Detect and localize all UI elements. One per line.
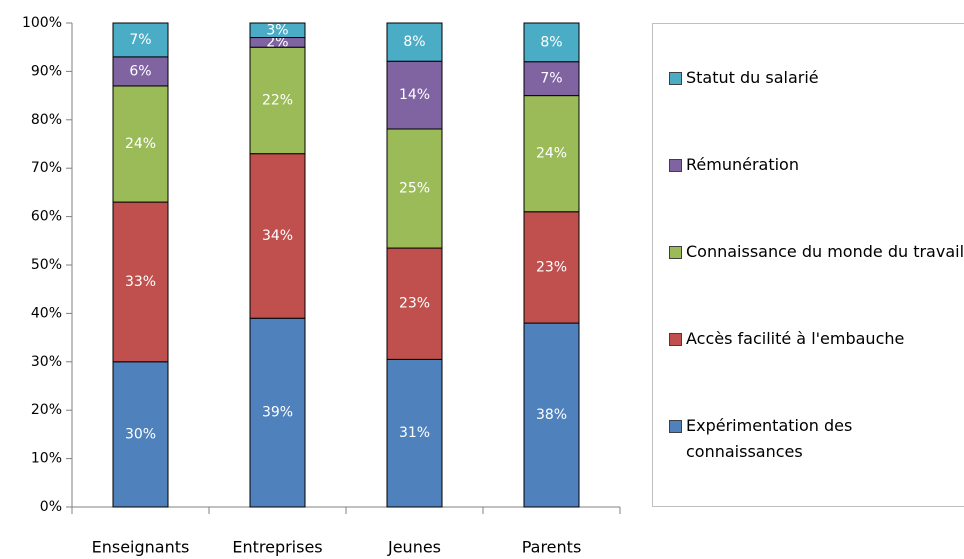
legend-swatch: [669, 71, 682, 85]
y-tick-label: 100%: [22, 15, 62, 31]
legend-item: Expérimentation des connaissances: [653, 413, 964, 465]
legend-swatch: [669, 158, 682, 172]
y-tick-label: 0%: [40, 499, 62, 515]
data-label: 24%: [536, 146, 567, 162]
bar-segment: [523, 211, 580, 324]
bar-segment: [386, 128, 443, 249]
bar-segment: [386, 22, 443, 62]
legend-item: Rémunération: [653, 152, 964, 178]
y-tick-label: 20%: [31, 402, 62, 418]
bar-segment: [112, 56, 169, 87]
x-tick-label: Entreprises: [232, 538, 322, 557]
y-tick-label: 30%: [31, 354, 62, 370]
bar-segment: [523, 95, 580, 213]
y-tick-label: 50%: [31, 257, 62, 273]
bar-segment: [249, 317, 306, 508]
legend-item: Connaissance du monde du travail: [653, 239, 964, 265]
bar-segment: [112, 22, 169, 58]
legend-label: Connaissance du monde du travail: [686, 241, 964, 261]
x-tick-label: Enseignants: [92, 538, 190, 557]
bar-segment: [249, 22, 306, 39]
x-tick-label: Parents: [522, 538, 582, 557]
legend-item: Accès facilité à l'embauche: [653, 326, 964, 352]
bar-segment: [386, 358, 443, 508]
data-label: 34%: [262, 228, 293, 244]
y-tick-label: 70%: [31, 160, 62, 176]
data-label: 23%: [399, 296, 430, 312]
data-label: 2%: [266, 34, 288, 50]
data-label: 33%: [125, 274, 156, 290]
bar-segment: [112, 85, 169, 203]
data-label: 7%: [540, 71, 562, 87]
data-label: 31%: [399, 425, 430, 441]
legend: Statut du salarié Rémunération Connaissanc…: [652, 23, 964, 507]
data-label: 24%: [125, 136, 156, 152]
y-tick-label: 10%: [31, 451, 62, 467]
bar-segment: [523, 61, 580, 97]
data-label: 30%: [125, 426, 156, 442]
bar-segment: [249, 153, 306, 319]
legend-label: Statut du salarié: [686, 67, 819, 87]
bar-segment: [249, 46, 306, 155]
data-label: 14%: [399, 87, 430, 103]
y-tick-label: 80%: [31, 112, 62, 128]
data-label: 6%: [129, 63, 151, 79]
bar-segment: [112, 201, 169, 363]
data-label: 8%: [540, 34, 562, 50]
legend-swatch: [669, 420, 682, 434]
legend-item: Statut du salarié: [653, 65, 964, 91]
legend-swatch: [669, 245, 682, 259]
y-tick-label: 40%: [31, 305, 62, 321]
legend-label: Accès facilité à l'embauche: [686, 329, 905, 349]
legend-label: Expérimentation des connaissances: [686, 416, 853, 462]
data-label: 38%: [536, 407, 567, 423]
x-tick-label: Jeunes: [387, 538, 441, 557]
bar-segment: [112, 361, 169, 508]
data-label: 7%: [129, 32, 151, 48]
legend-label: Rémunération: [686, 154, 799, 174]
data-label: 39%: [262, 405, 293, 421]
data-label: 23%: [536, 259, 567, 275]
data-label: 22%: [262, 92, 293, 108]
data-label: 25%: [399, 181, 430, 197]
bar-segment: [523, 322, 580, 508]
bar-segment: [386, 247, 443, 360]
data-label: 3%: [266, 22, 288, 38]
bar-segment: [523, 22, 580, 63]
data-label: 8%: [403, 34, 425, 50]
legend-swatch: [669, 333, 682, 347]
y-tick-label: 60%: [31, 209, 62, 225]
y-tick-label: 90%: [31, 63, 62, 79]
